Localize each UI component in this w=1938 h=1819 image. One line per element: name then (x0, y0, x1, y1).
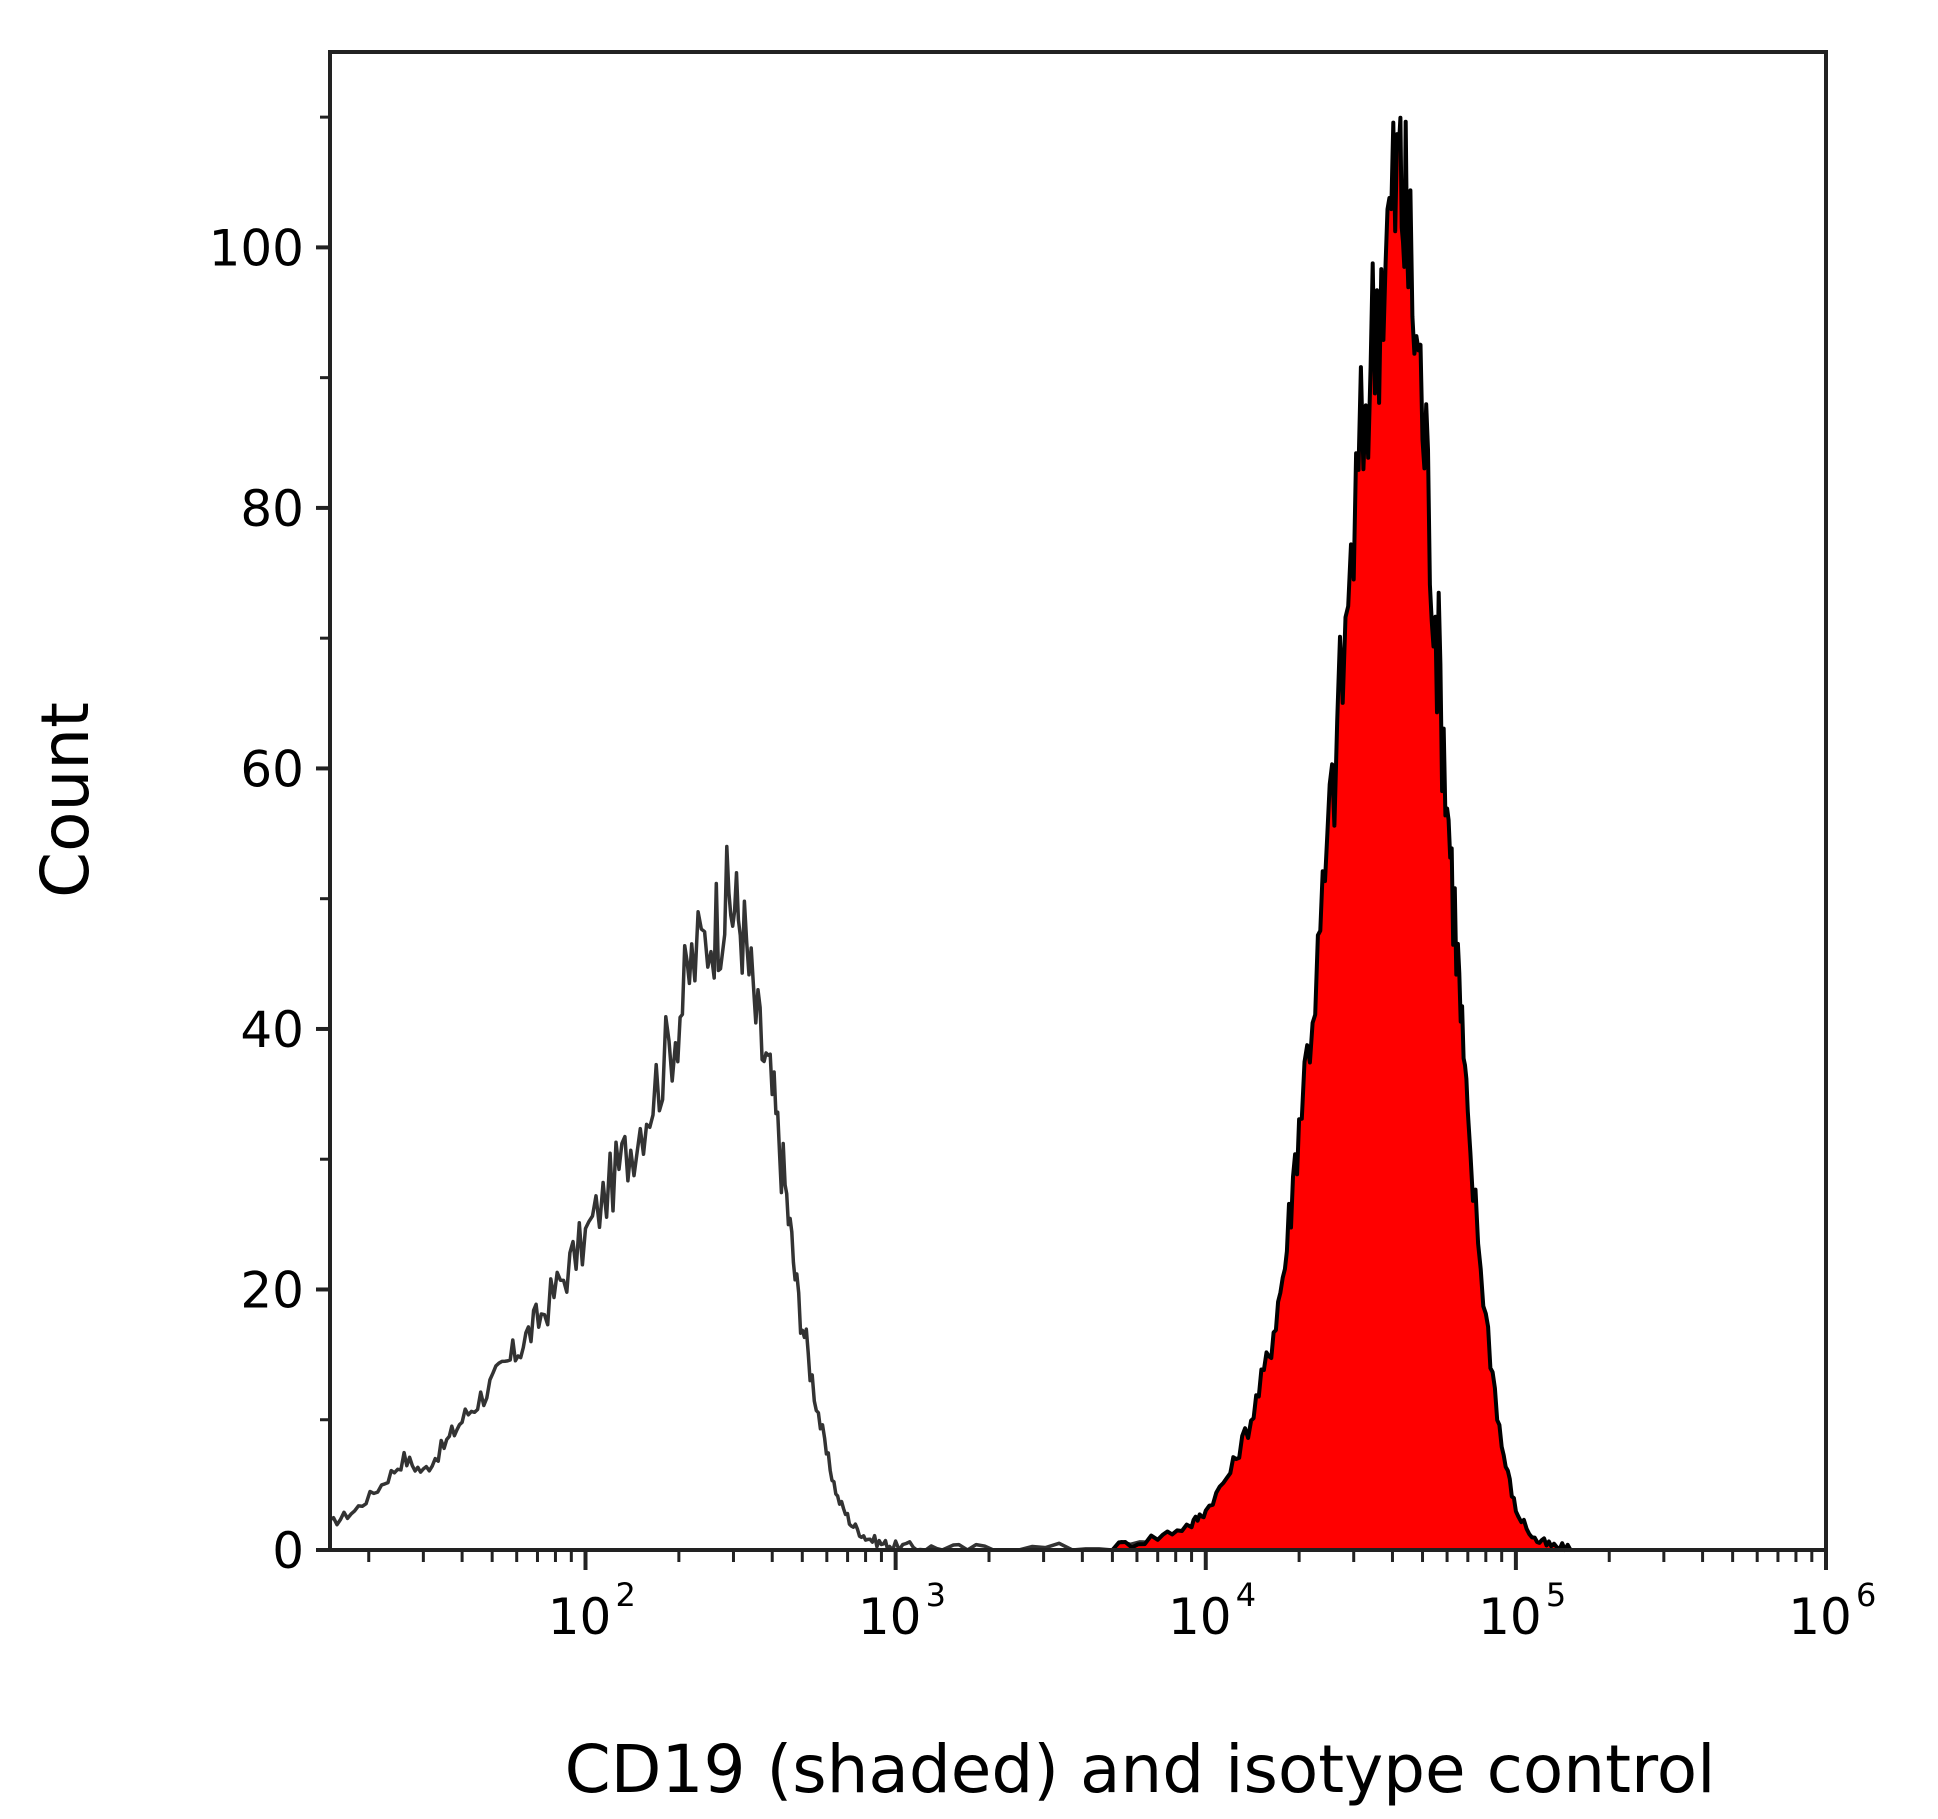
x-tick-label-1000000: 10 6 (1788, 1576, 1876, 1646)
x-tick-label-100: 10 2 (548, 1576, 636, 1646)
x-tick-exponent: 3 (926, 1576, 946, 1614)
plot-frame (328, 50, 1828, 1552)
y-tick-label-60: 60 (240, 740, 304, 798)
x-tick-label-10000: 10 4 (1168, 1576, 1256, 1646)
y-tick-label-100: 100 (209, 219, 304, 277)
series-1-fill (1112, 117, 1571, 1551)
x-tick-base: 10 (1788, 1588, 1852, 1646)
x-tick-exponent: 2 (616, 1576, 636, 1614)
series-0-line (329, 844, 1207, 1552)
x-tick-exponent: 6 (1856, 1576, 1876, 1614)
y-axis: 0 20 40 60 80 100 (209, 115, 330, 1580)
series-layer (329, 115, 1573, 1552)
x-tick-base: 10 (1478, 1588, 1542, 1646)
x-tick-label-1000: 10 3 (858, 1576, 946, 1646)
y-tick-label-20: 20 (240, 1261, 304, 1319)
x-tick-label-100000: 10 5 (1478, 1576, 1566, 1646)
x-tick-exponent: 5 (1546, 1576, 1566, 1614)
x-axis: 10 2 10 3 10 4 10 5 10 6 (367, 1550, 1876, 1646)
x-tick-base: 10 (858, 1588, 922, 1646)
x-axis-label: CD19 (shaded) and isotype control (565, 1731, 1716, 1808)
x-tick-base: 10 (548, 1588, 612, 1646)
y-axis-label: Count (27, 702, 104, 898)
y-tick-label-80: 80 (240, 480, 304, 538)
series-1-outline (1110, 115, 1573, 1552)
y-tick-label-40: 40 (240, 1001, 304, 1059)
y-tick-label-0: 0 (272, 1522, 304, 1580)
x-tick-exponent: 4 (1236, 1576, 1256, 1614)
x-tick-base: 10 (1168, 1588, 1232, 1646)
